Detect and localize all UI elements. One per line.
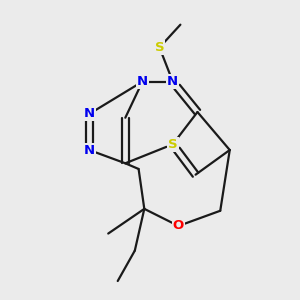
Text: N: N xyxy=(137,75,148,88)
Text: N: N xyxy=(84,107,95,120)
Text: S: S xyxy=(155,41,164,54)
Text: N: N xyxy=(84,143,95,157)
Text: S: S xyxy=(168,138,178,151)
Text: O: O xyxy=(173,219,184,232)
Text: N: N xyxy=(167,75,178,88)
